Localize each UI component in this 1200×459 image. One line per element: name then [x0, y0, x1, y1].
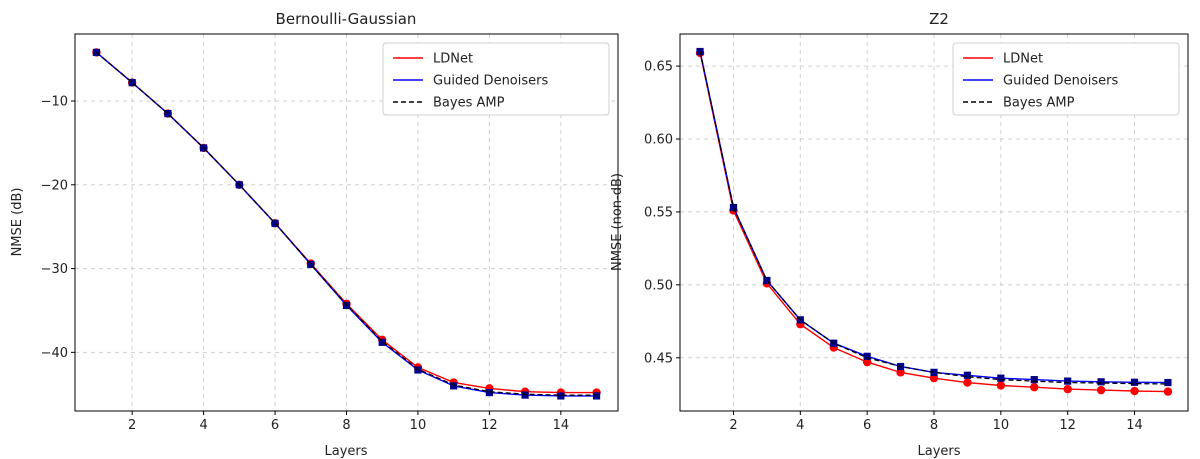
x-tick-label: 10 [993, 418, 1010, 433]
chart-left-title: Bernoulli-Gaussian [276, 10, 417, 28]
data-point-ldnet [963, 378, 972, 387]
legend-box [382, 42, 610, 116]
y-tick-label: −30 [41, 262, 68, 277]
plot-frame [679, 33, 1189, 412]
legend-label-guided-denoisers: Guided Denoisers [433, 74, 548, 89]
y-tick-label: 0.60 [644, 133, 673, 148]
data-point-guided-denoisers [696, 47, 704, 56]
legend-label-guided-denoisers: Guided Denoisers [1003, 74, 1118, 89]
data-point-guided-denoisers [414, 366, 422, 374]
chart-right: Z2 Layers NMSE (non-dB) 2 4 6 8 10 12 14 0.45 0.… [610, 10, 1189, 459]
y-tick-label: −10 [41, 95, 68, 110]
x-tick-label: 8 [930, 418, 938, 433]
data-point-ldnet [1096, 385, 1106, 395]
x-tick-label: 4 [796, 418, 804, 433]
x-tick-label: 2 [729, 418, 737, 433]
chart-right-title: Z2 [929, 10, 949, 28]
x-tick-label: 4 [199, 418, 207, 433]
data-point-guided-denoisers [1130, 378, 1139, 386]
y-tick-label: −40 [41, 346, 68, 361]
data-point-guided-denoisers [200, 144, 208, 152]
y-tick-label: 0.65 [644, 60, 673, 75]
y-tick-label: 0.55 [644, 205, 673, 220]
x-tick-label: 12 [1059, 418, 1076, 433]
data-point-ldnet [896, 368, 905, 377]
chart-left-y-axis-label: NMSE (dB) [10, 188, 25, 257]
legend-box [952, 42, 1180, 116]
plot-frame [74, 33, 619, 412]
data-point-ldnet [1063, 384, 1072, 394]
data-point-guided-denoisers [963, 371, 972, 379]
x-tick-label: 12 [481, 418, 498, 433]
legend-label-ldnet: LDNet [433, 52, 473, 67]
data-point-ldnet [996, 381, 1006, 390]
chart-right-y-axis-label: NMSE (non-dB) [610, 173, 625, 271]
x-tick-label: 14 [553, 418, 570, 433]
data-point-guided-denoisers [763, 276, 771, 285]
data-point-guided-denoisers [592, 392, 601, 400]
chart-left-x-axis-label: Layers [324, 444, 367, 459]
data-point-guided-denoisers [729, 203, 738, 212]
y-tick-label: −20 [41, 178, 68, 193]
chart-left: Bernoulli-Gaussian Layers NMSE (dB) 2 4 6 8… [10, 10, 619, 459]
data-point-guided-denoisers [1030, 376, 1038, 384]
data-point-guided-denoisers [557, 392, 565, 400]
data-point-guided-denoisers [128, 78, 136, 87]
series-line-bayes-amp [699, 51, 1168, 385]
data-point-guided-denoisers [997, 374, 1005, 382]
legend-label-ldnet: LDNet [1003, 52, 1043, 67]
y-tick-label: 0.45 [644, 351, 673, 366]
legend: LDNet Guided Denoisers Bayes AMP [952, 42, 1180, 116]
x-tick-label: 8 [342, 418, 350, 433]
data-point-guided-denoisers [378, 338, 386, 346]
chart-right-x-axis-label: Layers [917, 444, 960, 459]
data-point-guided-denoisers [307, 260, 315, 268]
data-point-guided-denoisers [1164, 378, 1172, 387]
data-point-guided-denoisers [450, 382, 458, 390]
x-tick-label: 14 [1126, 418, 1143, 433]
data-point-ldnet [929, 373, 939, 383]
y-tick-label: 0.50 [644, 278, 673, 293]
data-point-guided-denoisers [485, 388, 493, 397]
x-tick-label: 6 [271, 418, 279, 433]
data-point-guided-denoisers [1064, 377, 1072, 385]
data-point-ldnet [1163, 387, 1173, 396]
legend-label-bayes-amp: Bayes AMP [1003, 96, 1075, 111]
legend: LDNet Guided Denoisers Bayes AMP [382, 42, 610, 116]
data-point-ldnet [862, 357, 872, 367]
data-point-guided-denoisers [164, 109, 172, 118]
data-point-ldnet [1030, 383, 1039, 392]
series-line-bayes-amp [95, 51, 597, 396]
x-tick-label: 2 [128, 418, 136, 433]
data-point-guided-denoisers [1097, 378, 1105, 386]
data-point-ldnet [1130, 386, 1139, 396]
data-point-guided-denoisers [863, 352, 871, 360]
data-point-guided-denoisers [271, 219, 279, 227]
data-point-guided-denoisers [521, 391, 529, 399]
legend-label-bayes-amp: Bayes AMP [433, 96, 505, 111]
x-tick-label: 10 [410, 418, 427, 433]
x-tick-label: 6 [863, 418, 871, 433]
data-point-guided-denoisers [930, 368, 938, 376]
